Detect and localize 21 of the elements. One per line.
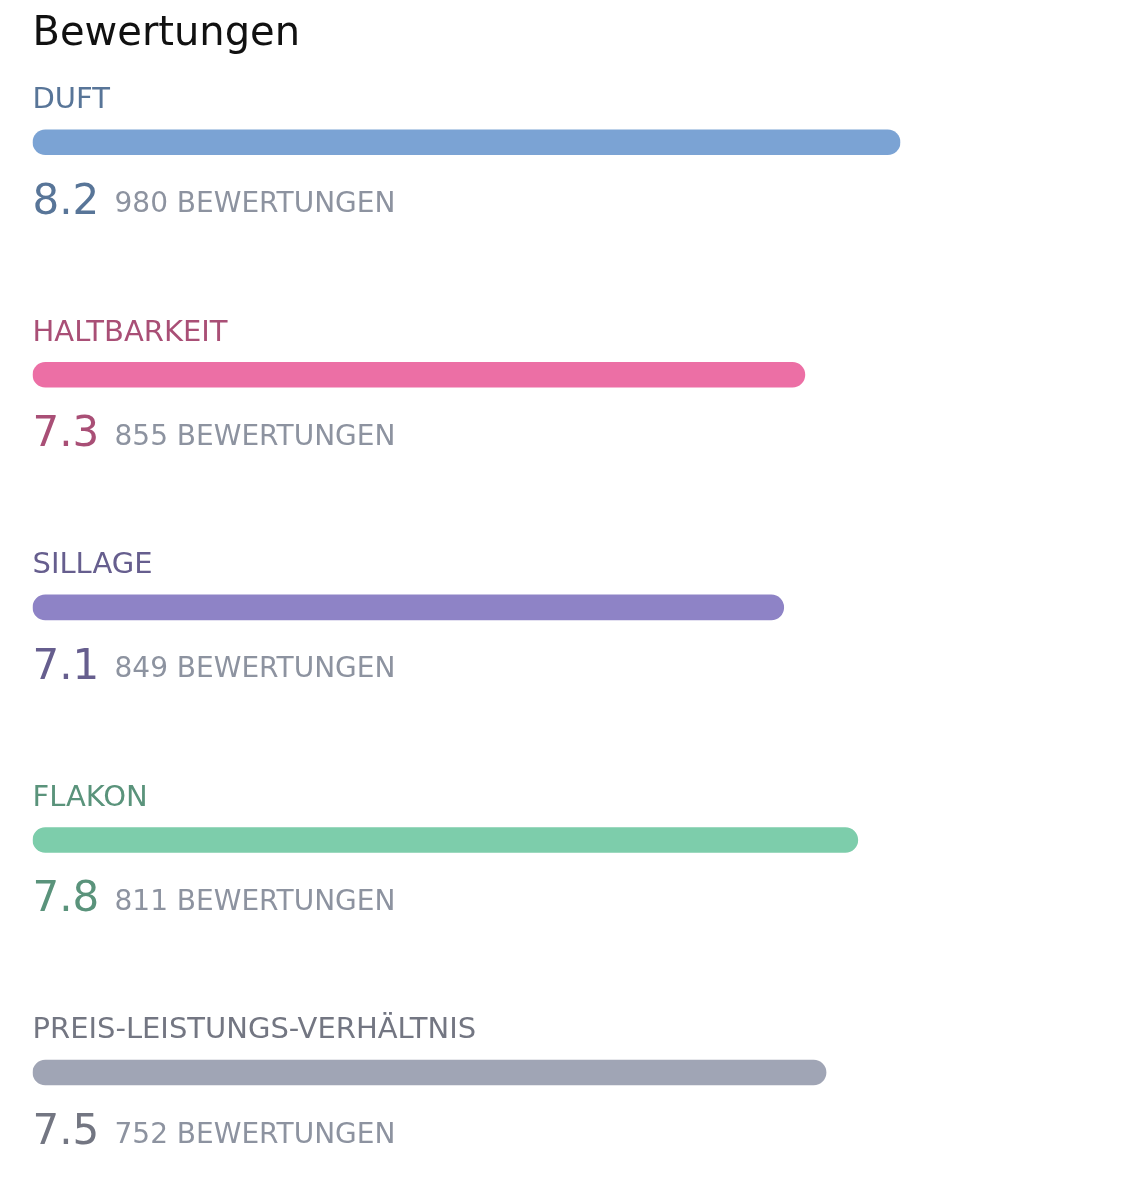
data-label: 7.8: [32, 872, 100, 922]
bar: [32, 1059, 827, 1086]
y-tick-label: SILLAGE: [32, 546, 153, 581]
y-tick-label: HALTBARKEIT: [32, 313, 228, 348]
data-label: 7.5: [32, 1104, 100, 1154]
data-label: 8.2: [32, 174, 100, 224]
y-tick-label: DUFT: [32, 81, 111, 116]
bar: [32, 827, 859, 853]
annotation: 849 BEWERTUNGEN: [114, 651, 396, 685]
bar: [32, 594, 785, 621]
y-tick-label: FLAKON: [32, 778, 148, 813]
data-label: 7.3: [32, 407, 100, 457]
bar: [32, 129, 901, 156]
bar: [32, 362, 806, 388]
text: Bewertungen: [32, 7, 301, 54]
annotation: 980 BEWERTUNGEN: [114, 186, 396, 220]
data-label: 7.1: [32, 639, 100, 689]
y-tick-label: PREIS-LEISTUNGS-VERHÄLTNIS: [32, 1011, 477, 1046]
annotation: 752 BEWERTUNGEN: [114, 1116, 396, 1150]
annotation: 811 BEWERTUNGEN: [114, 883, 396, 917]
annotation: 855 BEWERTUNGEN: [114, 418, 396, 452]
